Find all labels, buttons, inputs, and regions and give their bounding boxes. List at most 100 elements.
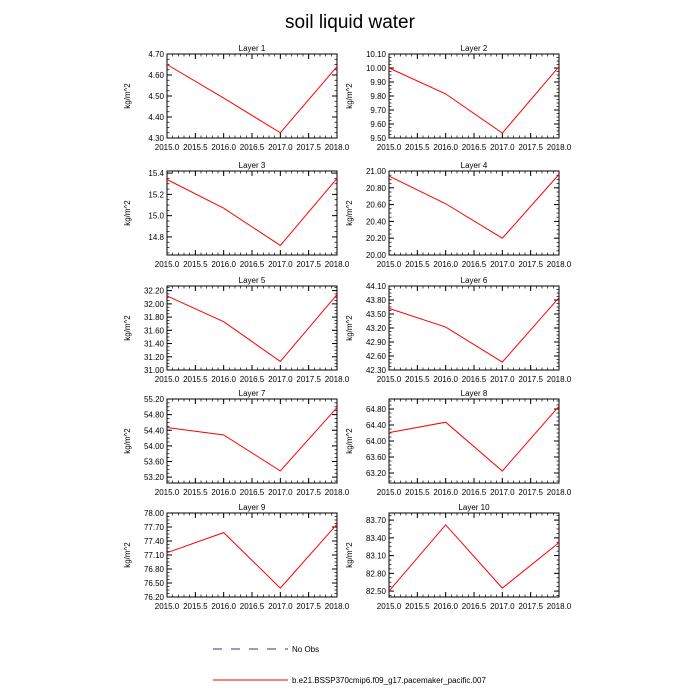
y-axis-label: kg/m^2 — [345, 315, 354, 341]
y-tick-label: 4.50 — [148, 92, 164, 101]
x-tick-label: 2018.0 — [325, 488, 350, 497]
y-tick-label: 54.00 — [144, 442, 165, 451]
y-tick-label: 4.30 — [148, 134, 164, 143]
panel-title: Layer 3 — [239, 161, 266, 170]
x-tick-label: 2015.5 — [405, 260, 430, 269]
y-tick-label: 64.00 — [366, 437, 387, 446]
x-tick-label: 2016.5 — [462, 488, 487, 497]
x-tick-label: 2017.5 — [296, 375, 321, 384]
x-tick-label: 2018.0 — [547, 260, 572, 269]
x-tick-label: 2015.0 — [155, 143, 180, 152]
y-tick-label: 20.20 — [366, 234, 387, 243]
y-axis-label: kg/m^2 — [345, 428, 354, 454]
x-tick-label: 2015.5 — [183, 143, 208, 152]
y-tick-label: 20.00 — [366, 251, 387, 260]
x-tick-label: 2017.5 — [518, 260, 543, 269]
y-axis-label: kg/m^2 — [123, 200, 132, 226]
plot-frame — [166, 285, 338, 371]
x-tick-label: 2016.0 — [433, 375, 458, 384]
y-tick-label: 43.50 — [366, 310, 387, 319]
series-line — [166, 178, 338, 247]
y-tick-label: 83.70 — [366, 516, 387, 525]
series-line — [388, 297, 560, 363]
x-tick-label: 2017.5 — [296, 260, 321, 269]
legend-no-obs-label: No Obs — [292, 645, 319, 654]
x-tick-label: 2015.0 — [377, 143, 402, 152]
panel-title: Layer 2 — [461, 44, 488, 53]
x-tick-label: 2018.0 — [547, 143, 572, 152]
x-tick-label: 2015.5 — [405, 488, 430, 497]
y-tick-label: 83.40 — [366, 534, 387, 543]
panel-title: Layer 1 — [239, 44, 266, 53]
y-tick-label: 9.70 — [370, 106, 386, 115]
x-tick-label: 2017.0 — [490, 143, 515, 152]
y-tick-label: 55.20 — [144, 395, 165, 404]
y-tick-label: 31.20 — [144, 353, 165, 362]
panel-title: Layer 5 — [239, 276, 266, 285]
x-tick-label: 2017.5 — [518, 143, 543, 152]
y-tick-label: 20.40 — [366, 217, 387, 226]
x-tick-label: 2018.0 — [325, 143, 350, 152]
plot-frame — [166, 398, 338, 484]
series-line — [166, 407, 338, 472]
figure-title: soil liquid water — [285, 12, 416, 33]
x-tick-label: 2018.0 — [547, 375, 572, 384]
y-axis-label: kg/m^2 — [123, 315, 132, 341]
y-tick-label: 78.00 — [144, 509, 165, 518]
plot-frame — [166, 512, 338, 598]
y-tick-label: 63.60 — [366, 453, 387, 462]
x-tick-label: 2015.5 — [405, 143, 430, 152]
x-tick-label: 2015.0 — [155, 488, 180, 497]
y-axis-label: kg/m^2 — [123, 428, 132, 454]
x-tick-label: 2015.0 — [155, 602, 180, 611]
y-tick-label: 4.70 — [148, 50, 164, 59]
x-tick-label: 2017.0 — [490, 488, 515, 497]
x-tick-label: 2017.5 — [518, 375, 543, 384]
x-tick-label: 2017.0 — [268, 488, 293, 497]
x-tick-label: 2015.0 — [377, 375, 402, 384]
x-tick-label: 2016.0 — [211, 602, 236, 611]
x-tick-label: 2016.5 — [240, 602, 265, 611]
panel-title: Layer 6 — [461, 276, 488, 285]
x-tick-label: 2018.0 — [325, 375, 350, 384]
x-tick-label: 2016.0 — [211, 143, 236, 152]
y-tick-label: 42.30 — [366, 366, 387, 375]
y-tick-label: 20.60 — [366, 201, 387, 210]
x-tick-label: 2016.5 — [462, 602, 487, 611]
y-tick-label: 82.50 — [366, 587, 387, 596]
y-tick-label: 44.10 — [366, 282, 387, 291]
x-tick-label: 2017.0 — [268, 260, 293, 269]
x-tick-label: 2016.5 — [240, 260, 265, 269]
y-tick-label: 76.50 — [144, 579, 165, 588]
y-axis-label: kg/m^2 — [345, 200, 354, 226]
x-tick-label: 2016.5 — [240, 375, 265, 384]
y-tick-label: 9.80 — [370, 92, 386, 101]
y-tick-label: 31.60 — [144, 326, 165, 335]
y-tick-label: 43.20 — [366, 324, 387, 333]
y-axis-label: kg/m^2 — [345, 83, 354, 109]
y-tick-label: 54.80 — [144, 411, 165, 420]
plot-frame — [166, 170, 338, 256]
y-tick-label: 53.60 — [144, 458, 165, 467]
series-line — [388, 405, 560, 472]
panel-title: Layer 4 — [461, 161, 488, 170]
x-tick-label: 2015.0 — [155, 260, 180, 269]
series-line — [388, 174, 560, 239]
legend: No Obs b.e21.BSSP370cmip6.f09_g17.pacema… — [213, 645, 486, 685]
x-tick-label: 2016.0 — [433, 260, 458, 269]
x-tick-label: 2017.0 — [268, 375, 293, 384]
y-tick-label: 9.60 — [370, 120, 386, 129]
series-line — [388, 66, 560, 134]
panel-title: Layer 10 — [458, 503, 490, 512]
x-tick-label: 2015.0 — [377, 602, 402, 611]
x-tick-label: 2016.0 — [211, 375, 236, 384]
y-tick-label: 15.4 — [148, 169, 164, 178]
plot-frame — [388, 285, 560, 371]
